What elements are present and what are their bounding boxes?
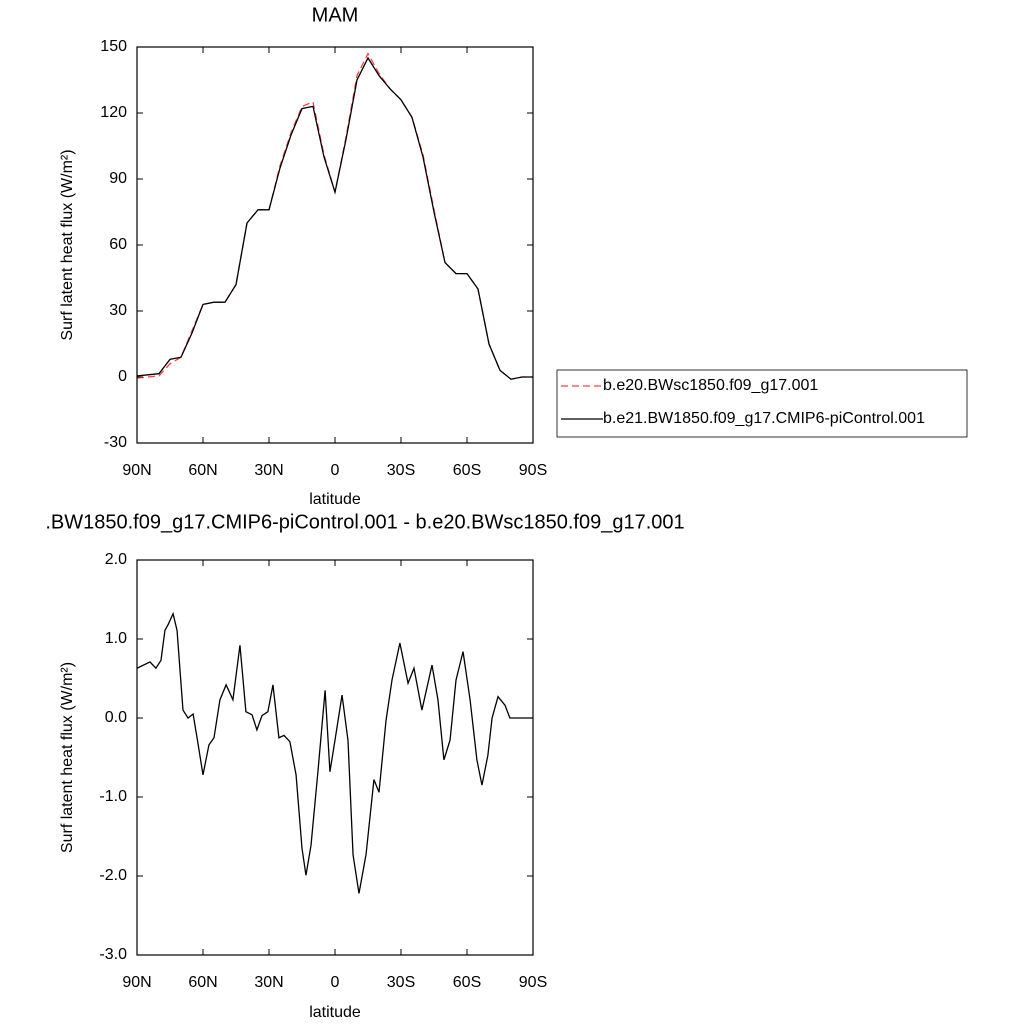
series-line bbox=[137, 52, 533, 380]
y-tick-label: 120 bbox=[100, 104, 127, 121]
x-tick-label: 90N bbox=[122, 462, 151, 479]
y-axis-label: Surf latent heat flux (W/m²) bbox=[59, 149, 76, 340]
y-tick-label: 0.0 bbox=[105, 709, 127, 726]
y-tick-label: -3.0 bbox=[99, 946, 127, 963]
x-tick-label: 60S bbox=[453, 462, 481, 479]
y-tick-label: 150 bbox=[100, 38, 127, 55]
x-tick-label: 60N bbox=[188, 974, 217, 991]
x-axis-label: latitude bbox=[309, 491, 361, 508]
legend-box bbox=[556, 369, 968, 438]
y-tick-label: 2.0 bbox=[105, 551, 127, 568]
series-line bbox=[137, 611, 533, 894]
x-tick-label: 90S bbox=[519, 974, 547, 991]
y-tick-label: 30 bbox=[109, 302, 127, 319]
x-tick-label: 90S bbox=[519, 462, 547, 479]
x-tick-label: 0 bbox=[331, 974, 340, 991]
x-tick-label: 30S bbox=[387, 462, 415, 479]
x-tick-label: 0 bbox=[331, 462, 340, 479]
y-tick-label: 90 bbox=[109, 170, 127, 187]
x-axis-label: latitude bbox=[309, 1004, 361, 1021]
x-tick-label: 60N bbox=[188, 462, 217, 479]
x-tick-label: 90N bbox=[122, 974, 151, 991]
legend-label: b.e20.BWsc1850.f09_g17.001 bbox=[603, 377, 818, 394]
plot-frame bbox=[136, 46, 534, 444]
y-tick-label: -1.0 bbox=[99, 788, 127, 805]
series-line bbox=[137, 56, 533, 380]
y-axis-label: Surf latent heat flux (W/m²) bbox=[59, 662, 76, 853]
y-tick-label: -2.0 bbox=[99, 867, 127, 884]
y-tick-label: -30 bbox=[104, 434, 127, 451]
chart-title: MAM bbox=[312, 4, 359, 26]
x-tick-label: 30N bbox=[254, 462, 283, 479]
plot-frame bbox=[136, 559, 534, 956]
x-tick-label: 30N bbox=[254, 974, 283, 991]
x-tick-label: 60S bbox=[453, 974, 481, 991]
y-tick-label: 1.0 bbox=[105, 630, 127, 647]
legend-label: b.e21.BW1850.f09_g17.CMIP6-piControl.001 bbox=[603, 410, 925, 427]
y-tick-label: 60 bbox=[109, 236, 127, 253]
x-tick-label: 30S bbox=[387, 974, 415, 991]
chart-title: .BW1850.f09_g17.CMIP6-piControl.001 - b.… bbox=[45, 511, 684, 533]
y-tick-label: 0 bbox=[118, 368, 127, 385]
